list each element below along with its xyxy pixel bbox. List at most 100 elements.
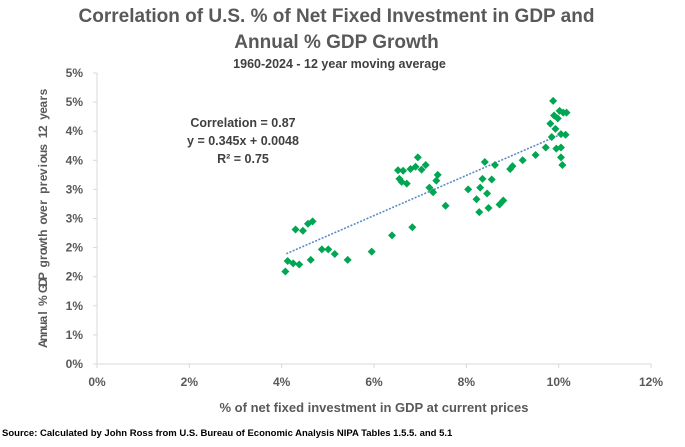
y-tick-label: 3% [66,182,84,196]
y-axis-title-char: o [36,156,50,163]
y-axis-title-char: 1 [36,131,50,138]
y-axis-title-char: P [36,272,50,280]
data-point [317,245,326,254]
data-point [408,223,417,232]
data-point [499,196,508,205]
data-point [367,247,376,256]
data-point [432,176,441,185]
data-point [402,179,411,188]
chart-title-line-1: Correlation of U.S. % of Net Fixed Inves… [78,6,595,27]
data-point [518,156,527,165]
y-tick-labels: 0% 1% 1% 2% 2% 3% 3% 4% 4% 5% 5% [66,66,84,371]
x-tick-label: 0% [88,375,106,389]
data-point [553,114,562,123]
y-axis-title-char: o [36,217,50,224]
data-point [478,174,487,183]
y-tick-label: 5% [66,66,84,80]
trendline [285,134,559,255]
data-point [487,175,496,184]
y-axis-title-char: h [36,230,50,237]
data-point [411,162,420,171]
y-axis-title-char: r [36,181,50,186]
data-point [531,151,540,160]
data-point [561,130,570,139]
y-tick-label: 3% [66,212,84,226]
y-tick-label: 2% [66,241,84,255]
data-point [433,170,442,179]
data-point [421,160,430,169]
r-squared-label: R² = 0.75 [217,152,269,166]
y-axis-title-char: a [36,315,50,322]
y-tick-label: 4% [66,124,84,138]
y-axis-title-char: a [36,101,50,108]
x-tick-label: 8% [458,375,476,389]
y-axis-title-char: v [36,168,50,175]
y-axis-title-char: w [36,240,50,251]
data-point [413,153,422,162]
chart-title-line-2: Annual % GDP Growth [234,32,439,53]
y-axis-title-char: o [36,248,50,255]
data-point [306,255,315,264]
x-tick-label: 4% [273,375,291,389]
x-tick-label: 2% [181,375,199,389]
data-point [281,267,290,276]
y-axis-title-char: l [36,311,50,314]
data-point [291,225,300,234]
data-point [546,119,555,128]
y-axis-title-char: s [36,144,50,151]
data-point [490,160,499,169]
data-point [417,165,426,174]
y-axis-title-char: D [36,278,50,287]
y-tick-label: 1% [66,328,84,342]
data-point [330,250,339,259]
data-point [464,185,473,194]
x-tick-label: 12% [639,375,663,389]
y-axis-title-char: e [36,107,50,114]
equation-label: y = 0.345x + 0.0048 [187,134,299,148]
axes [93,72,652,368]
x-axis-title: % of net fixed investment in GDP at curr… [220,400,529,415]
data-point [475,208,484,217]
data-point [298,226,307,235]
data-point [549,96,558,105]
y-axis-title-char: 2 [36,125,50,132]
data-point [556,130,565,139]
data-point [429,188,438,197]
y-axis-title-char: n [36,328,50,335]
data-point [562,108,571,117]
y-axis-title-char: u [36,150,50,157]
y-axis-title-char: n [36,334,50,341]
y-tick-label: 1% [66,299,84,313]
data-point [289,259,298,268]
x-tick-label: 6% [365,375,383,389]
y-axis-title-char: r [36,255,50,260]
y-axis-title-char: g [36,260,50,267]
y-axis-title-char: r [36,200,50,205]
y-axis-title-char: A [36,339,50,348]
y-tick-label: 2% [66,270,84,284]
data-point [308,217,317,226]
y-tick-label: 4% [66,153,84,167]
y-axis-title-char: G [36,284,50,293]
data-point [558,160,567,169]
data-point [484,204,493,213]
y-axis-title-char: t [36,237,50,241]
correlation-label: Correlation = 0.87 [190,116,295,130]
y-axis-title-char: s [36,88,50,95]
y-axis-title-char: y [36,113,50,120]
chart-subtitle: 1960-2024 - 12 year moving average [233,57,446,71]
data-point [541,143,550,152]
data-points [281,96,571,276]
y-axis-title-char: % [36,295,50,306]
source-note: Source: Calculated by John Ross from U.S… [2,428,453,439]
data-point [508,162,517,171]
data-point [556,143,565,152]
y-axis-title-char: i [36,164,50,167]
data-point [324,245,333,254]
data-point [425,183,434,192]
data-point [441,201,450,210]
data-point [472,195,481,204]
data-point [388,231,397,240]
y-axis-title-char: v [36,211,50,218]
